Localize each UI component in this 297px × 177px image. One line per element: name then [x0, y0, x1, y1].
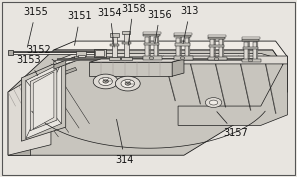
Polygon shape	[110, 33, 119, 37]
Text: 3152: 3152	[27, 45, 56, 62]
Circle shape	[103, 80, 108, 83]
Circle shape	[205, 98, 222, 107]
Polygon shape	[189, 36, 190, 58]
Polygon shape	[21, 59, 66, 141]
Text: 314: 314	[116, 119, 134, 165]
Polygon shape	[248, 41, 249, 60]
Polygon shape	[8, 67, 51, 155]
Circle shape	[93, 74, 118, 89]
Polygon shape	[252, 42, 257, 60]
Circle shape	[149, 57, 154, 59]
Polygon shape	[214, 38, 216, 59]
Polygon shape	[89, 62, 172, 76]
Polygon shape	[12, 51, 101, 52]
Polygon shape	[27, 71, 67, 88]
Polygon shape	[37, 67, 77, 84]
Polygon shape	[242, 37, 260, 39]
Circle shape	[180, 57, 185, 59]
Polygon shape	[94, 49, 106, 57]
Polygon shape	[8, 85, 30, 155]
Polygon shape	[242, 39, 259, 41]
Polygon shape	[143, 56, 162, 59]
Text: 313: 313	[181, 6, 199, 44]
Polygon shape	[148, 56, 154, 67]
Polygon shape	[210, 39, 214, 59]
Polygon shape	[243, 47, 258, 49]
Polygon shape	[95, 50, 104, 56]
Polygon shape	[174, 33, 192, 35]
Polygon shape	[54, 57, 75, 69]
Polygon shape	[244, 42, 248, 60]
Polygon shape	[154, 37, 158, 58]
Polygon shape	[209, 45, 224, 47]
Circle shape	[214, 58, 219, 60]
Text: 3156: 3156	[147, 10, 172, 44]
Polygon shape	[208, 57, 227, 60]
Circle shape	[248, 59, 253, 62]
Polygon shape	[57, 59, 252, 60]
Polygon shape	[143, 33, 161, 34]
Polygon shape	[184, 38, 189, 58]
Text: 3155: 3155	[23, 7, 48, 47]
Polygon shape	[78, 55, 85, 57]
Text: 3157: 3157	[217, 112, 248, 138]
Polygon shape	[148, 56, 287, 67]
Polygon shape	[178, 56, 287, 125]
Polygon shape	[54, 41, 287, 71]
Polygon shape	[144, 43, 159, 45]
Polygon shape	[54, 53, 273, 65]
Polygon shape	[109, 56, 120, 60]
Circle shape	[121, 79, 135, 88]
Polygon shape	[12, 52, 101, 54]
Polygon shape	[121, 56, 132, 60]
Polygon shape	[8, 78, 48, 95]
Polygon shape	[208, 35, 226, 36]
Polygon shape	[18, 75, 58, 91]
Circle shape	[99, 77, 113, 85]
Polygon shape	[257, 41, 258, 60]
Polygon shape	[124, 33, 129, 56]
Polygon shape	[33, 72, 54, 129]
Circle shape	[125, 82, 131, 85]
Polygon shape	[57, 58, 252, 59]
Text: 3154: 3154	[98, 8, 122, 47]
Polygon shape	[175, 43, 190, 46]
Polygon shape	[76, 51, 86, 56]
Polygon shape	[121, 42, 131, 44]
Text: 3151: 3151	[68, 12, 92, 45]
Polygon shape	[172, 59, 184, 76]
Circle shape	[116, 76, 140, 91]
Polygon shape	[26, 63, 61, 139]
Polygon shape	[145, 37, 149, 58]
Polygon shape	[223, 38, 224, 59]
Polygon shape	[176, 38, 180, 58]
Polygon shape	[242, 59, 261, 62]
Polygon shape	[208, 36, 225, 39]
Polygon shape	[112, 35, 117, 56]
Circle shape	[209, 100, 218, 105]
Polygon shape	[158, 36, 159, 58]
Polygon shape	[110, 44, 119, 46]
Text: 3153: 3153	[16, 55, 41, 76]
Polygon shape	[89, 59, 184, 62]
Polygon shape	[174, 35, 191, 37]
Polygon shape	[8, 50, 287, 155]
Polygon shape	[143, 34, 160, 36]
Polygon shape	[149, 36, 151, 58]
Text: 3158: 3158	[121, 4, 146, 45]
Polygon shape	[219, 39, 223, 59]
Polygon shape	[66, 57, 261, 64]
Polygon shape	[30, 69, 57, 131]
Polygon shape	[122, 31, 130, 34]
Polygon shape	[174, 56, 193, 59]
Polygon shape	[8, 50, 12, 55]
Polygon shape	[180, 36, 181, 58]
